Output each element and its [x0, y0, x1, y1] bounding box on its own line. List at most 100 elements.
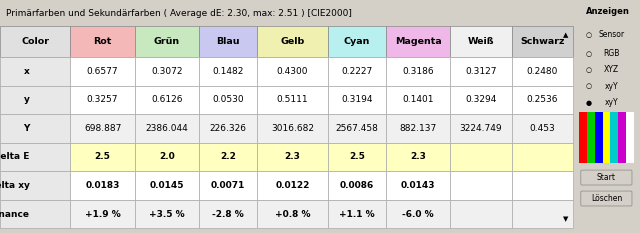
Text: 2386.044: 2386.044: [145, 124, 188, 133]
Bar: [257, 143, 328, 171]
Text: y: y: [24, 95, 29, 104]
Bar: [135, 114, 199, 143]
Bar: [257, 86, 328, 114]
FancyBboxPatch shape: [581, 191, 632, 206]
Text: -2.8 %: -2.8 %: [212, 209, 244, 219]
Bar: [579, 112, 587, 163]
Bar: [386, 86, 451, 114]
Bar: [451, 200, 511, 228]
Bar: [199, 57, 257, 86]
Bar: [511, 171, 573, 200]
Text: 0.0071: 0.0071: [211, 181, 245, 190]
Bar: [386, 200, 451, 228]
Text: 0.4300: 0.4300: [276, 67, 308, 76]
Text: delta luminance: delta luminance: [0, 209, 29, 219]
Bar: [70, 143, 135, 171]
Text: ▼: ▼: [563, 216, 568, 222]
Text: Y: Y: [23, 124, 29, 133]
Text: 0.0183: 0.0183: [85, 181, 120, 190]
Bar: [135, 26, 199, 57]
Text: xyY: xyY: [604, 82, 618, 91]
Text: 0.2480: 0.2480: [527, 67, 558, 76]
Text: 0.3194: 0.3194: [341, 95, 372, 104]
Text: ○: ○: [586, 67, 592, 73]
Bar: [386, 143, 451, 171]
Bar: [511, 57, 573, 86]
Text: 0.3186: 0.3186: [403, 67, 434, 76]
Bar: [618, 112, 626, 163]
Bar: [511, 86, 573, 114]
Text: -6.0 %: -6.0 %: [403, 209, 434, 219]
Text: Rot: Rot: [93, 37, 112, 46]
Text: XYZ: XYZ: [604, 65, 619, 74]
Text: ○: ○: [586, 83, 592, 89]
Bar: [328, 57, 386, 86]
Bar: [328, 200, 386, 228]
Text: Weiß: Weiß: [468, 37, 494, 46]
Text: 3016.682: 3016.682: [271, 124, 314, 133]
Text: Sensor: Sensor: [598, 31, 624, 39]
Bar: [0, 143, 70, 171]
Text: 2.0: 2.0: [159, 152, 175, 161]
Bar: [386, 26, 451, 57]
Bar: [257, 200, 328, 228]
Bar: [70, 26, 135, 57]
Bar: [386, 57, 451, 86]
Text: 2.5: 2.5: [349, 152, 365, 161]
Text: Grün: Grün: [154, 37, 180, 46]
Bar: [626, 112, 634, 163]
Bar: [595, 112, 602, 163]
Bar: [135, 57, 199, 86]
Bar: [70, 200, 135, 228]
Text: 2.2: 2.2: [220, 152, 236, 161]
Text: Start: Start: [597, 173, 616, 182]
Text: 0.3257: 0.3257: [87, 95, 118, 104]
Bar: [0, 171, 70, 200]
Text: Cyan: Cyan: [344, 37, 370, 46]
Bar: [257, 26, 328, 57]
Bar: [0, 200, 70, 228]
Bar: [257, 114, 328, 143]
Bar: [587, 112, 595, 163]
Text: +3.5 %: +3.5 %: [149, 209, 185, 219]
Text: 0.5111: 0.5111: [276, 95, 308, 104]
Text: Anzeigen: Anzeigen: [586, 7, 630, 16]
Bar: [199, 200, 257, 228]
Bar: [328, 143, 386, 171]
Text: 2.3: 2.3: [285, 152, 300, 161]
Bar: [386, 114, 451, 143]
Bar: [511, 200, 573, 228]
Bar: [0, 26, 70, 57]
Bar: [199, 171, 257, 200]
Bar: [328, 114, 386, 143]
Text: ●: ●: [586, 99, 592, 106]
Text: Magenta: Magenta: [395, 37, 442, 46]
Bar: [328, 26, 386, 57]
Bar: [0, 57, 70, 86]
Text: delta xy: delta xy: [0, 181, 29, 190]
Bar: [135, 86, 199, 114]
Text: Blau: Blau: [216, 37, 240, 46]
Text: 0.1401: 0.1401: [403, 95, 434, 104]
Bar: [135, 143, 199, 171]
Text: 0.1482: 0.1482: [212, 67, 244, 76]
Text: RGB: RGB: [603, 49, 620, 58]
Bar: [511, 143, 573, 171]
Text: x: x: [24, 67, 29, 76]
Bar: [257, 171, 328, 200]
Text: 0.0143: 0.0143: [401, 181, 435, 190]
Bar: [199, 26, 257, 57]
Text: ○: ○: [586, 51, 592, 57]
Text: 0.0145: 0.0145: [150, 181, 184, 190]
Bar: [451, 57, 511, 86]
Bar: [199, 114, 257, 143]
Text: 0.6126: 0.6126: [151, 95, 182, 104]
Bar: [70, 114, 135, 143]
Text: 698.887: 698.887: [84, 124, 122, 133]
Text: 0.2536: 0.2536: [527, 95, 558, 104]
Bar: [602, 112, 611, 163]
FancyBboxPatch shape: [581, 170, 632, 185]
Text: +0.8 %: +0.8 %: [275, 209, 310, 219]
Text: xyY: xyY: [604, 98, 618, 107]
Text: 0.453: 0.453: [529, 124, 555, 133]
